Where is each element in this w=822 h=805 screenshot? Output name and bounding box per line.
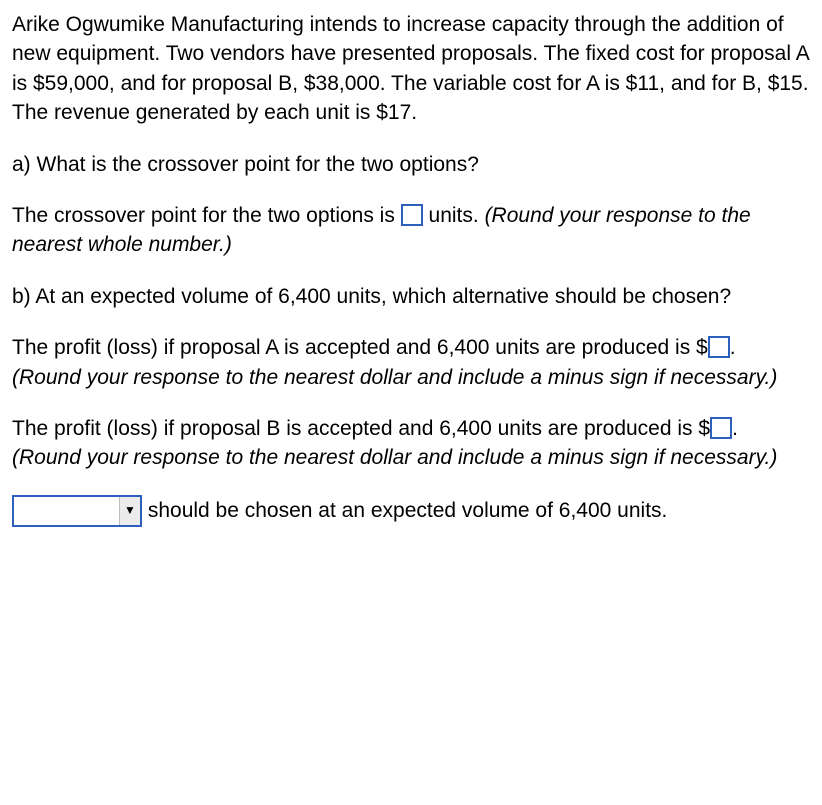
proposal-select-value <box>14 497 119 525</box>
choice-line: ▼ should be chosen at an expected volume… <box>12 495 810 527</box>
profit-a-pre: The profit (loss) if proposal A is accep… <box>12 336 708 359</box>
part-a-question: a) What is the crossover point for the t… <box>12 150 810 179</box>
chevron-down-icon: ▼ <box>119 497 140 525</box>
proposal-select[interactable]: ▼ <box>12 495 142 527</box>
part-b-question: b) At an expected volume of 6,400 units,… <box>12 282 810 311</box>
profit-a-hint: (Round your response to the nearest doll… <box>12 366 777 389</box>
profit-b-line: The profit (loss) if proposal B is accep… <box>12 414 810 473</box>
profit-b-hint: (Round your response to the nearest doll… <box>12 446 777 469</box>
profit-b-post: . <box>732 417 738 440</box>
choice-post-text: should be chosen at an expected volume o… <box>142 499 667 522</box>
part-a-answer-units: units. <box>423 204 485 227</box>
profit-b-input[interactable] <box>710 417 732 439</box>
crossover-input[interactable] <box>401 204 423 226</box>
problem-intro: Arike Ogwumike Manufacturing intends to … <box>12 10 810 128</box>
profit-b-pre: The profit (loss) if proposal B is accep… <box>12 417 710 440</box>
profit-a-line: The profit (loss) if proposal A is accep… <box>12 333 810 392</box>
part-a-answer-line: The crossover point for the two options … <box>12 201 810 260</box>
part-a-answer-pre: The crossover point for the two options … <box>12 204 401 227</box>
profit-a-post: . <box>730 336 736 359</box>
profit-a-input[interactable] <box>708 336 730 358</box>
